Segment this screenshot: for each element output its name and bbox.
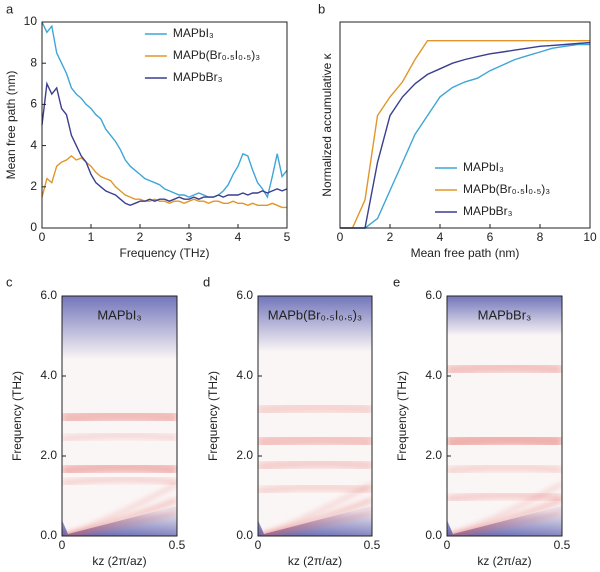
x-tick-label: 0 — [444, 538, 451, 552]
heatmap-title: MAPbBr₃ — [478, 307, 532, 322]
x-tick-label: 8 — [537, 230, 544, 244]
data-line — [340, 41, 591, 229]
heatmap-shading — [447, 491, 562, 503]
y-tick-label: 0.0 — [425, 528, 442, 542]
y-axis-label: Frequency (THz) — [206, 371, 220, 461]
x-tick-label: 0.5 — [554, 538, 571, 552]
x-tick-label: 0 — [59, 538, 66, 552]
data-line — [340, 40, 590, 229]
y-tick-label: 4.0 — [40, 368, 57, 382]
legend-label: MAPb(Br₀.₅I₀.₅)₃ — [463, 182, 550, 196]
y-tick-label: 0.0 — [40, 528, 57, 542]
x-tick-label: 0 — [255, 538, 262, 552]
x-axis-label: kz (2π/az) — [92, 554, 146, 568]
y-tick-label: 2.0 — [40, 448, 57, 462]
x-tick-label: 6 — [487, 230, 494, 244]
y-axis-label: Frequency (THz) — [395, 371, 409, 461]
x-axis-label: kz (2π/az) — [288, 554, 342, 568]
heatmap-shading — [62, 431, 177, 443]
panel-label: c — [6, 274, 13, 289]
axes-frame — [41, 21, 288, 229]
heatmap-shading — [65, 482, 177, 536]
y-axis-label: Mean free path (nm) — [4, 71, 18, 180]
panel-label: d — [203, 274, 210, 289]
y-tick-label: 4.0 — [425, 368, 442, 382]
y-axis-label: Normalized accumulative κ — [320, 52, 334, 196]
data-line — [41, 21, 288, 199]
heatmap — [258, 296, 372, 536]
heatmap-shading — [258, 483, 372, 495]
y-tick-label: 2 — [30, 179, 37, 193]
axes-frame — [257, 295, 373, 537]
heatmap-title: MAPb(Br₀.₅I₀.₅)₃ — [268, 307, 362, 322]
panel-label: e — [393, 274, 400, 289]
axes-frame — [339, 21, 591, 229]
heatmap-shading — [62, 408, 177, 426]
data-line — [340, 43, 590, 229]
y-tick-label: 10 — [24, 14, 38, 28]
x-tick-label: 0.5 — [169, 538, 186, 552]
y-tick-label: 4.0 — [236, 368, 253, 382]
x-axis-label: Frequency (THz) — [119, 246, 209, 260]
y-tick-label: 2.0 — [425, 448, 442, 462]
panel-label: b — [318, 1, 325, 16]
y-tick-label: 6.0 — [425, 288, 442, 302]
data-line — [41, 81, 288, 207]
heatmap-shading — [447, 296, 562, 336]
axes-frame — [61, 295, 178, 537]
legend-label: MAPb(Br₀.₅I₀.₅)₃ — [173, 48, 260, 62]
x-tick-label: 1 — [88, 230, 95, 244]
legend-label: MAPbBr₃ — [463, 204, 513, 218]
heatmap-shading — [447, 432, 562, 450]
heatmap-shading — [62, 476, 177, 486]
heatmap-shading — [258, 401, 372, 417]
legend-label: MAPbI₃ — [463, 160, 504, 174]
x-tick-label: 0 — [39, 230, 46, 244]
heatmap — [62, 296, 177, 536]
x-tick-label: 0.5 — [364, 538, 381, 552]
heatmap-shading — [62, 296, 177, 360]
x-tick-label: 10 — [583, 230, 597, 244]
x-tick-label: 0 — [337, 230, 344, 244]
heatmap-shading — [447, 361, 562, 377]
y-tick-label: 0.0 — [236, 528, 253, 542]
heatmap-shading — [258, 296, 372, 352]
heatmap-shading — [258, 432, 372, 450]
heatmap-shading — [261, 482, 372, 536]
x-tick-label: 3 — [186, 230, 193, 244]
legend-label: MAPbBr₃ — [173, 70, 223, 84]
axes-frame — [446, 295, 563, 537]
x-tick-label: 4 — [235, 230, 242, 244]
x-tick-label: 2 — [387, 230, 394, 244]
y-tick-label: 8 — [30, 55, 37, 69]
heatmap-shading — [258, 458, 372, 472]
x-tick-label: 5 — [284, 230, 291, 244]
panel-label: a — [6, 1, 14, 16]
x-tick-label: 4 — [437, 230, 444, 244]
x-tick-label: 2 — [137, 230, 144, 244]
legend-label: MAPbI₃ — [173, 26, 214, 40]
y-tick-label: 0 — [30, 220, 37, 234]
heatmap-title: MAPbI₃ — [97, 307, 141, 322]
y-tick-label: 6.0 — [236, 288, 253, 302]
data-line — [41, 154, 287, 209]
heatmap-shading — [447, 463, 562, 475]
y-tick-label: 4 — [30, 138, 37, 152]
x-axis-label: kz (2π/az) — [477, 554, 531, 568]
y-tick-label: 6.0 — [40, 288, 57, 302]
x-axis-label: Mean free path (nm) — [411, 246, 520, 260]
y-tick-label: 2.0 — [236, 448, 253, 462]
y-axis-label: Frequency (THz) — [10, 371, 24, 461]
heatmap-shading — [450, 482, 562, 536]
heatmap — [447, 296, 562, 536]
y-tick-label: 6 — [30, 97, 37, 111]
heatmap-shading — [62, 461, 177, 477]
